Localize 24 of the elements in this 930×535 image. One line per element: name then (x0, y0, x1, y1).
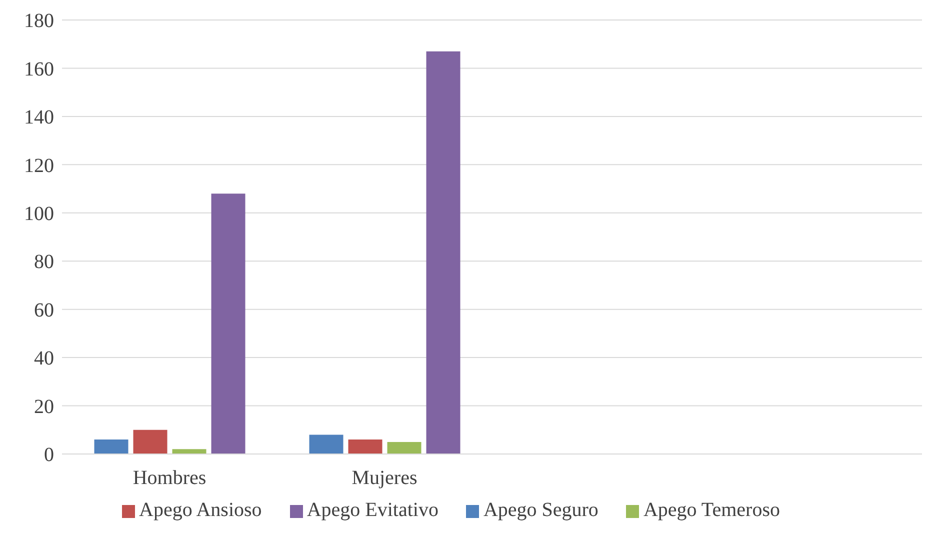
y-tick-label: 140 (24, 106, 54, 129)
y-tick-label: 160 (24, 58, 54, 80)
bar (387, 442, 422, 454)
legend-label: Apego Seguro (483, 499, 598, 521)
legend-label: Apego Ansioso (139, 499, 262, 521)
x-tick-label: Hombres (132, 467, 206, 490)
bar (309, 434, 344, 454)
bar (94, 440, 128, 454)
legend-label: Apego Temeroso (643, 499, 780, 521)
legend-label: Apego Evitativo (306, 499, 438, 521)
bar (211, 194, 246, 454)
y-tick-label: 180 (24, 10, 54, 32)
y-tick-label: 80 (34, 251, 54, 274)
bar (348, 440, 382, 454)
y-tick-label: 120 (24, 154, 54, 177)
y-tick-label: 40 (34, 348, 54, 370)
y-tick-label: 0 (44, 444, 54, 466)
y-tick-label: 60 (34, 299, 54, 322)
bar (426, 51, 460, 454)
x-tick-label: Mujeres (352, 467, 418, 490)
bar (133, 430, 168, 454)
y-tick-label: 20 (34, 396, 54, 418)
y-tick-label: 100 (24, 202, 54, 225)
bar (172, 449, 206, 454)
